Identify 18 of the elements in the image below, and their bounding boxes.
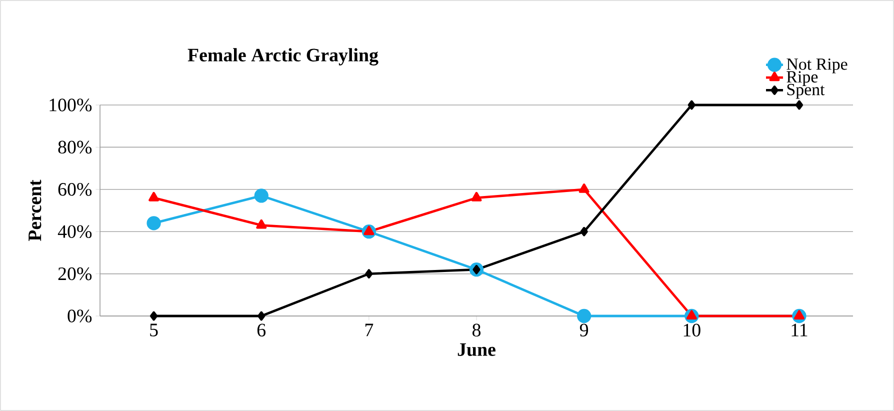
legend-label: Spent <box>787 84 825 99</box>
y-tick-label: 0% <box>68 310 92 322</box>
x-axis-title: June <box>458 343 496 356</box>
x-tick-label: 11 <box>792 324 808 336</box>
y-tick-label: 20% <box>58 267 92 280</box>
legend-label: Ripe <box>786 71 818 86</box>
x-tick-label: 7 <box>365 324 374 336</box>
x-tick-label: 10 <box>684 324 700 337</box>
x-tick-label: 6 <box>257 324 266 336</box>
chart-title: Female Arctic Grayling <box>188 48 378 66</box>
y-tick-label: 60% <box>58 182 92 196</box>
y-tick-label: 40% <box>58 225 92 238</box>
y-axis-title: Percent <box>28 180 42 241</box>
y-tick-label: 100% <box>50 98 92 112</box>
x-tick-label: 9 <box>580 324 588 336</box>
x-tick-label: 5 <box>150 324 158 336</box>
y-tick-label: 80% <box>58 140 92 154</box>
x-tick-label: 8 <box>472 324 481 337</box>
